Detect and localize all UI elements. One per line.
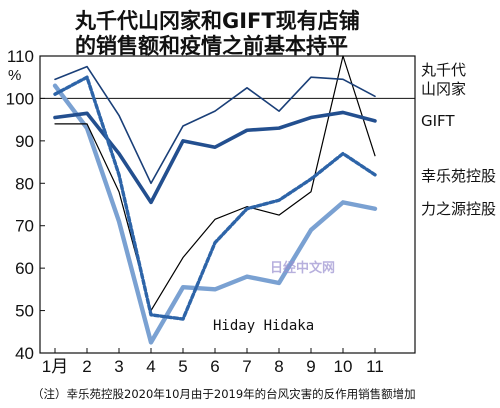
plot-frame: [39, 55, 416, 354]
x-tick-label: 10: [334, 357, 353, 376]
watermark: 日经中文网: [270, 260, 335, 276]
x-tick-label: 9: [306, 357, 315, 376]
y-axis-ticks: 40 50 60 70 80 90 100 110: [6, 47, 45, 363]
y-axis-unit: %: [8, 67, 21, 84]
x-tick-label: 5: [178, 357, 187, 376]
x-tick-label: 11: [366, 357, 384, 376]
series-line-3: [52, 83, 378, 345]
x-axis-ticks: 1月 2 3 4 5 6 7 8 9 10 11: [42, 348, 384, 376]
x-tick-label: 8: [274, 357, 283, 376]
series-line-4: [54, 55, 376, 312]
series-line-2: [53, 75, 377, 321]
label-hiday-hidaka: Hiday Hidaka: [213, 318, 314, 334]
footnote: （注）幸乐苑控股2020年10月由于2019年的台风灾害的反作用销售额增加: [32, 387, 416, 401]
x-tick-label: 2: [82, 357, 91, 376]
series-line-0: [54, 65, 376, 185]
x-tick-label: 6: [210, 357, 219, 376]
y-tick-label: 40: [15, 344, 34, 363]
y-tick-label: 100: [6, 89, 34, 108]
label-maruchiyo-line-2: 山冈家: [421, 80, 466, 98]
series-layer: [52, 55, 378, 345]
label-koraku: 幸乐苑控股: [421, 167, 496, 185]
x-tick-label: 1月: [42, 357, 68, 376]
y-tick-label: 80: [15, 174, 34, 193]
y-tick-label: 70: [15, 217, 34, 236]
chart-title-line-2: 的销售额和疫情之前基本持平: [75, 34, 348, 58]
label-chikara: 力之源控股: [421, 200, 496, 218]
y-tick-label: 60: [15, 259, 34, 278]
x-tick-label: 7: [242, 357, 251, 376]
x-tick-label: 3: [114, 357, 123, 376]
y-tick-label: 50: [15, 302, 34, 321]
y-tick-label: 90: [15, 132, 34, 151]
label-maruchiyo-line-1: 丸千代: [421, 61, 466, 79]
x-tick-label: 4: [146, 357, 155, 376]
label-gift: GIFT: [421, 112, 455, 130]
y-tick-label: 110: [7, 47, 34, 66]
chart-title-line-1: 丸千代山冈家和GIFT现有店铺: [74, 9, 360, 33]
